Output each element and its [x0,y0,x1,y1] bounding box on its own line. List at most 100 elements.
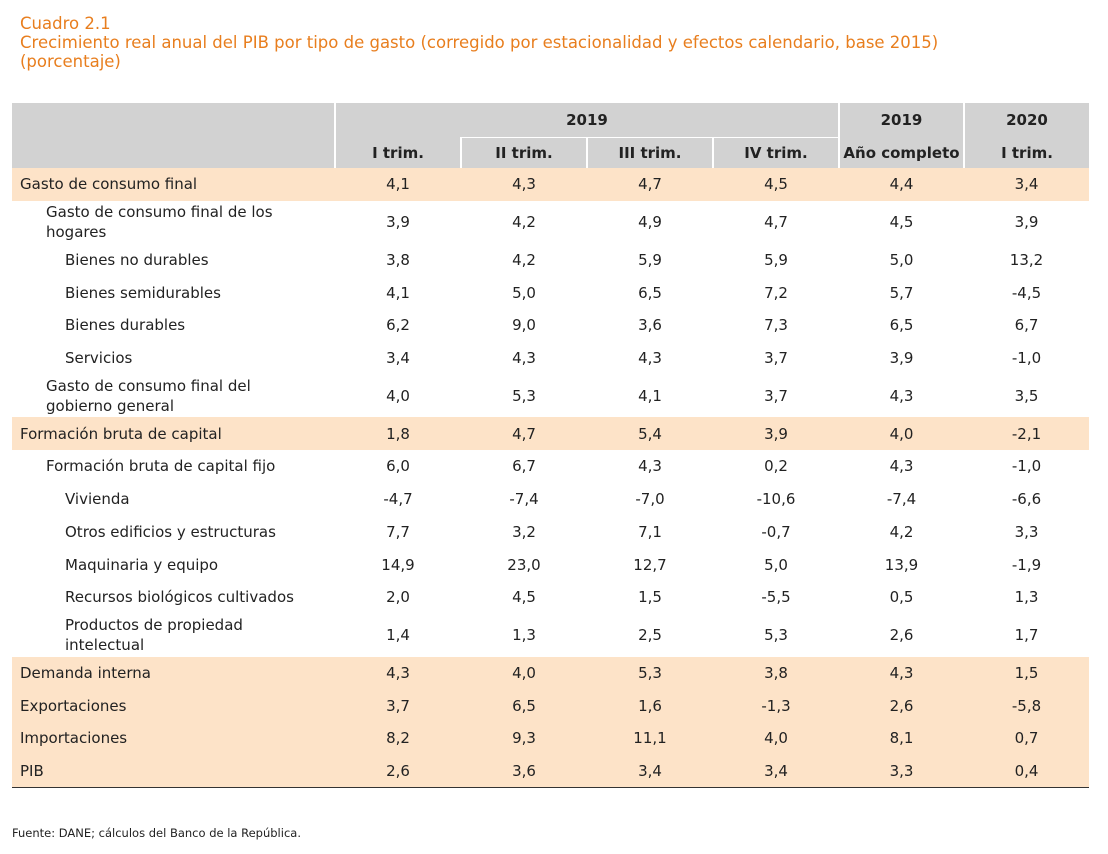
row-label-text: Bienes durables [65,316,186,335]
table-row: Importaciones 8,2 9,3 11,1 4,0 8,1 0,7 [12,721,1089,755]
value-cell: 14,9 [381,555,415,574]
value-cell: -1,0 [1011,457,1042,476]
row-label: Maquinaria y equipo [12,548,335,581]
value-cell: 4,0 [386,386,410,405]
row-label: Bienes no durables [12,244,335,277]
table-title: Crecimiento real anual del PIB por tipo … [20,33,939,52]
table-unit: (porcentaje) [20,52,121,71]
header-q1-2020: I trim. [963,137,1089,168]
value-cell: 2,0 [386,588,410,607]
table-row: Otros edificios y estructuras 7,7 3,2 7,1 -0… [12,516,1089,549]
value-cell: 4,5 [889,213,914,232]
row-label: Vivienda [12,483,335,516]
row-label: Bienes durables [12,309,335,342]
row-label: Bienes semidurables [12,276,335,309]
value-cell: 2,6 [839,689,964,722]
value-cell: 3,8 [386,251,410,270]
value-cell: 3,9 [386,213,410,232]
value-cell: 4,3 [889,457,914,476]
value-cell: 4,7 [587,168,713,201]
value-cell: 2,6 [889,626,914,645]
value-cell: 4,2 [889,522,914,541]
header-year-2019-full: 2019 [838,103,964,138]
row-label-text: Formación bruta de capital [20,424,222,443]
value-cell: 4,1 [335,168,461,201]
value-cell: 4,3 [839,656,964,690]
header-q4-2019: IV trim. [712,137,839,168]
row-label-text: Demanda interna [20,663,151,682]
row-label: Exportaciones [12,689,335,722]
value-cell: 4,3 [638,457,662,476]
value-cell: 3,9 [1014,213,1039,232]
row-label: Otros edificios y estructuras [12,516,335,549]
value-cell: 1,6 [587,689,713,722]
value-cell: 1,7 [1014,626,1039,645]
value-cell: 3,4 [386,349,410,368]
value-cell: 13,9 [884,555,919,574]
value-cell: 23,0 [507,555,541,574]
value-cell: 5,3 [764,626,788,645]
header-full-year-2019: Año completo [838,137,964,168]
value-cell: 2,6 [335,754,461,789]
row-label-text: Vivienda [65,490,130,509]
value-cell: -7,4 [886,490,917,509]
value-cell: 0,5 [889,588,914,607]
row-label-text: Importaciones [20,729,128,748]
source-note: Fuente: DANE; cálculos del Banco de la R… [12,826,301,840]
value-cell: -6,6 [1011,490,1042,509]
value-cell: 6,2 [386,316,410,335]
value-cell: 6,7 [512,457,536,476]
table-row: Maquinaria y equipo 14,9 23,0 12,7 5,0 13,9 -1… [12,548,1089,581]
value-cell: 5,0 [764,555,788,574]
value-cell: 5,3 [587,656,713,690]
value-cell: -7,0 [635,490,665,509]
value-cell: 3,7 [335,689,461,722]
value-cell: 5,9 [764,251,788,270]
value-cell: -5,8 [964,689,1089,722]
value-cell: 13,2 [1009,251,1044,270]
value-cell: 4,3 [889,386,914,405]
value-cell: 4,5 [512,588,536,607]
row-label: Servicios [12,342,335,375]
table-row: Bienes semidurables 4,1 5,0 6,5 7,2 5,7 -4,5 [12,276,1089,309]
value-cell: -4,7 [383,490,413,509]
table-title-block: Cuadro 2.1 Crecimiento real anual del PI… [20,14,938,71]
value-cell: -7,4 [509,490,539,509]
value-cell: 3,8 [713,656,839,690]
value-cell: 4,1 [638,386,662,405]
value-cell: 6,5 [889,316,914,335]
row-label: Formación bruta de capital fijo [12,450,335,483]
value-cell: 6,0 [386,457,410,476]
value-cell: 1,3 [1014,588,1039,607]
value-cell: 4,7 [461,417,587,451]
row-label: Productos de propiedad intelectual [12,614,335,657]
value-cell: 4,0 [713,721,839,755]
value-cell: 8,1 [839,721,964,755]
value-cell: -1,3 [713,689,839,722]
value-cell: -5,5 [761,588,791,607]
row-label-text: Gasto de consumo final del gobierno gene… [46,376,251,415]
value-cell: 9,0 [512,316,536,335]
row-label-text: Productos de propiedad intelectual [65,616,243,655]
value-cell: 4,1 [386,283,410,302]
value-cell: 3,6 [638,316,662,335]
row-label: Gasto de consumo final [12,168,335,201]
row-label: Importaciones [12,721,335,755]
value-cell: 1,4 [386,626,410,645]
value-cell: 5,3 [512,386,536,405]
table-row: Gasto de consumo final de los hogares 3,9… [12,201,1089,244]
value-cell: 7,7 [386,522,410,541]
value-cell: 3,4 [964,168,1089,201]
value-cell: 3,7 [764,349,788,368]
value-cell: 4,2 [512,213,536,232]
row-label: Gasto de consumo final de los hogares [12,201,335,244]
value-cell: 5,9 [638,251,662,270]
table-row: Exportaciones 3,7 6,5 1,6 -1,3 2,6 -5,8 [12,689,1089,722]
row-label-text: Gasto de consumo final de los hogares [46,203,273,242]
header-year-2019-quarters: 2019 [334,103,839,138]
value-cell: 7,3 [764,316,788,335]
row-label-text: Gasto de consumo final [20,175,198,194]
header-year-2020: 2020 [963,103,1089,138]
value-cell: -1,0 [1011,349,1042,368]
row-label-text: Exportaciones [20,696,127,715]
